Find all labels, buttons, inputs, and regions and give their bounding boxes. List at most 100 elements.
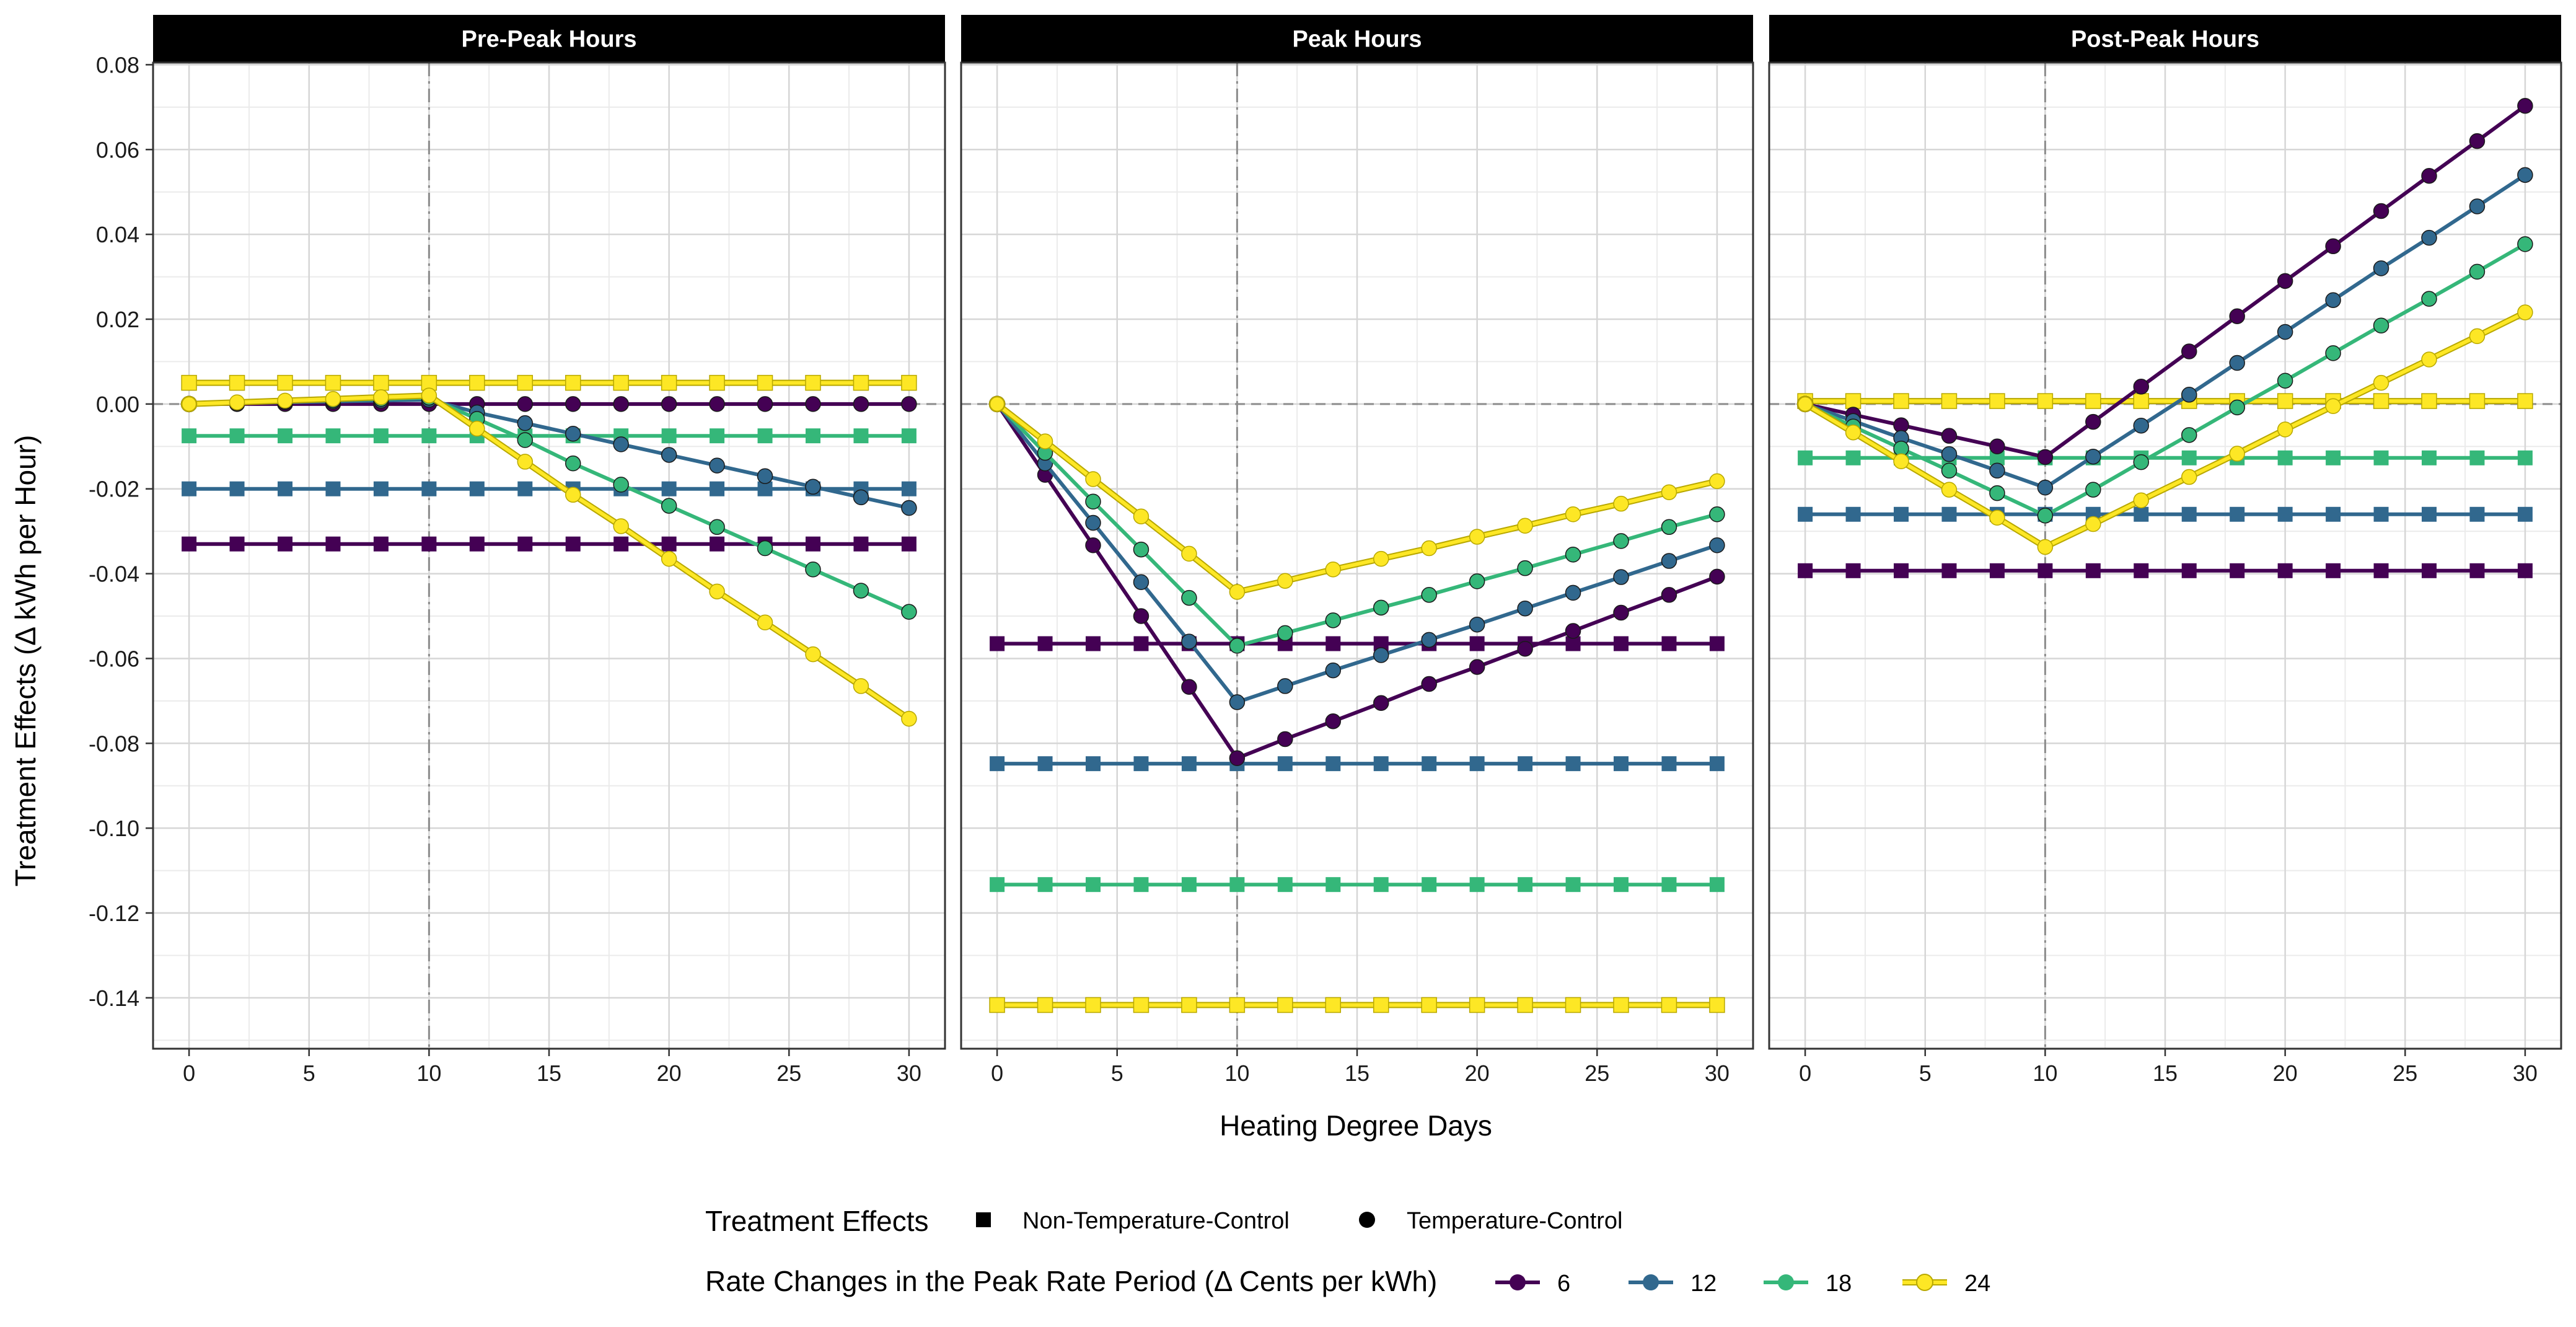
point-temperature-control-6 (805, 396, 821, 412)
point-non-temperature-control-6 (853, 536, 869, 552)
point-temperature-control-18 (1469, 573, 1485, 589)
point-temperature-control-6 (2133, 379, 2150, 395)
point-temperature-control-24 (853, 678, 869, 694)
x-tick-label: 10 (1224, 1060, 1249, 1086)
point-temperature-control-18 (1941, 462, 1958, 479)
x-tick-label: 30 (2513, 1060, 2538, 1086)
point-non-temperature-control-24 (2421, 393, 2437, 409)
point-temperature-control-18 (1517, 560, 1533, 576)
point-temperature-control-6 (2469, 133, 2486, 149)
point-non-temperature-control-12 (1325, 756, 1341, 772)
point-temperature-control-24 (517, 454, 534, 470)
point-non-temperature-control-12 (1037, 756, 1053, 772)
x-tick-label: 25 (2393, 1060, 2417, 1086)
point-non-temperature-control-12 (1798, 506, 1813, 522)
point-temperature-control-18 (1373, 599, 1389, 616)
point-temperature-control-6 (565, 396, 581, 412)
point-temperature-control-18 (1989, 485, 2005, 501)
x-tick-label: 25 (776, 1060, 801, 1086)
point-non-temperature-control-24 (517, 374, 534, 391)
series-line-temperature-control-6 (995, 403, 1718, 760)
point-non-temperature-control-12 (1422, 756, 1437, 772)
point-temperature-control-6 (2325, 238, 2341, 255)
y-tick-label: -0.04 (89, 562, 139, 587)
point-non-temperature-control-18 (757, 428, 773, 444)
point-non-temperature-control-24 (1229, 997, 1246, 1013)
point-temperature-control-24 (709, 583, 725, 600)
point-temperature-control-18 (757, 540, 773, 557)
point-non-temperature-control-24 (1181, 997, 1197, 1013)
point-temperature-control-6 (901, 396, 917, 412)
legend-shape-label-non-temperature-control: Non-Temperature-Control (1022, 1208, 1290, 1234)
panels-layer: Pre-Peak Hours 0 5 10 15 20 25 30 0.08 0.06 0.04 0.… (89, 15, 2562, 1086)
point-temperature-control-18 (2325, 345, 2341, 361)
point-non-temperature-control-12 (2134, 506, 2149, 522)
point-non-temperature-control-12 (1518, 756, 1533, 772)
y-tick-label: 0.08 (96, 52, 139, 77)
point-temperature-control-24 (1325, 561, 1342, 578)
y-tick-label: 0.00 (96, 392, 139, 417)
point-temperature-control-18 (1565, 547, 1581, 563)
point-temperature-control-12 (1469, 616, 1485, 633)
point-temperature-control-6 (2037, 449, 2054, 465)
point-non-temperature-control-24 (661, 374, 677, 391)
point-temperature-control-6 (1229, 750, 1246, 767)
point-temperature-control-12 (805, 478, 821, 495)
y-tick-label: -0.06 (89, 646, 139, 671)
point-non-temperature-control-12 (1565, 756, 1581, 772)
facet-strip (153, 15, 945, 63)
x-tick-label: 0 (183, 1060, 195, 1086)
point-non-temperature-control-12 (1709, 756, 1725, 772)
point-non-temperature-control-12 (1086, 756, 1101, 772)
point-temperature-control-18 (2037, 508, 2054, 524)
point-temperature-control-24 (2421, 351, 2437, 368)
point-non-temperature-control-12 (1469, 756, 1485, 772)
point-non-temperature-control-6 (2277, 563, 2293, 578)
point-temperature-control-18 (1277, 625, 1293, 641)
point-temperature-control-6 (1277, 731, 1293, 747)
point-non-temperature-control-6 (517, 536, 533, 552)
point-temperature-control-24 (325, 390, 341, 407)
x-tick-label: 15 (1345, 1060, 1369, 1086)
legend-square-key (976, 1212, 991, 1227)
point-non-temperature-control-24 (229, 374, 245, 391)
point-temperature-control-12 (1613, 569, 1629, 585)
point-temperature-control-12 (1133, 574, 1150, 591)
point-non-temperature-control-6 (1614, 636, 1629, 651)
point-temperature-control-12 (901, 500, 917, 516)
point-temperature-control-24 (2325, 398, 2341, 415)
point-non-temperature-control-6 (2038, 563, 2053, 578)
point-non-temperature-control-24 (2037, 393, 2054, 409)
point-non-temperature-control-18 (1469, 877, 1485, 893)
point-temperature-control-18 (2373, 317, 2389, 334)
point-non-temperature-control-24 (2373, 393, 2389, 409)
point-temperature-control-18 (613, 477, 629, 493)
point-non-temperature-control-24 (1133, 997, 1150, 1013)
point-non-temperature-control-24 (1989, 393, 2005, 409)
point-non-temperature-control-12 (2517, 506, 2533, 522)
point-temperature-control-24 (1037, 433, 1053, 449)
facet-strip-label: Peak Hours (1292, 27, 1422, 53)
point-temperature-control-18 (901, 604, 917, 620)
point-non-temperature-control-18 (1422, 877, 1437, 893)
point-non-temperature-control-24 (1277, 997, 1293, 1013)
point-non-temperature-control-24 (565, 374, 581, 391)
point-temperature-control-12 (2133, 418, 2150, 434)
point-non-temperature-control-12 (1894, 506, 1909, 522)
point-temperature-control-18 (853, 583, 869, 599)
point-temperature-control-24 (2469, 328, 2486, 345)
point-temperature-control-12 (757, 468, 773, 484)
x-tick-label: 5 (303, 1060, 315, 1086)
point-temperature-control-18 (1229, 638, 1246, 654)
point-temperature-control-18 (2469, 263, 2486, 280)
point-temperature-control-12 (853, 489, 869, 506)
point-temperature-control-12 (2037, 479, 2054, 496)
y-tick-label: 0.02 (96, 307, 139, 332)
point-temperature-control-6 (2277, 273, 2293, 289)
point-temperature-control-6 (1373, 695, 1389, 712)
x-tick-label: 30 (1705, 1060, 1730, 1086)
point-non-temperature-control-6 (1989, 563, 2005, 578)
point-non-temperature-control-24 (373, 374, 389, 391)
legend-circle-key (1359, 1212, 1375, 1228)
